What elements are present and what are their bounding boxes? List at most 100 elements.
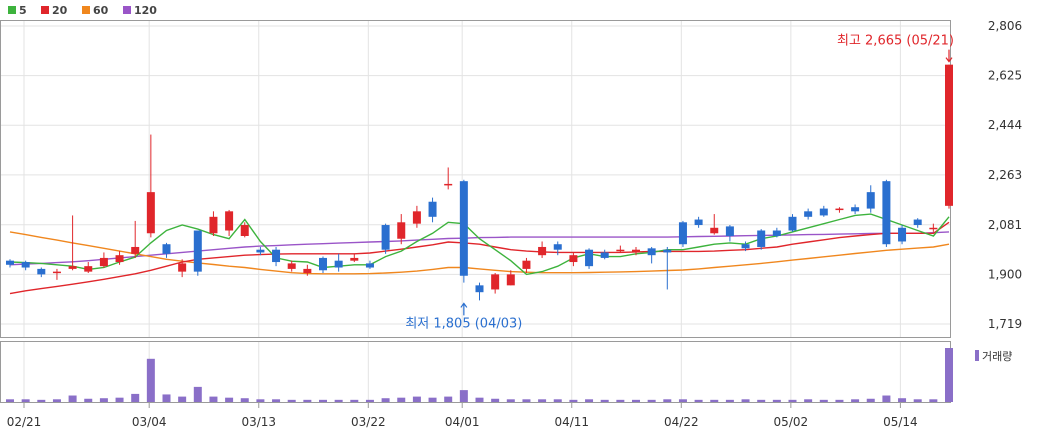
volume-bar xyxy=(506,399,515,402)
candle-body xyxy=(788,216,797,231)
candle-body xyxy=(21,262,30,268)
volume-bar xyxy=(804,399,813,402)
x-tick-label: 04/22 xyxy=(664,415,699,429)
candle-body xyxy=(162,244,171,254)
volume-bar xyxy=(350,399,359,402)
volume-bar xyxy=(663,399,672,402)
candle-body xyxy=(725,226,734,236)
candle-body xyxy=(303,268,312,274)
candle xyxy=(397,214,406,245)
candle-body xyxy=(381,225,390,250)
candle-body xyxy=(334,260,343,268)
candle-body xyxy=(522,260,531,269)
legend-label: 5 xyxy=(19,4,27,17)
candle xyxy=(365,260,374,269)
candle xyxy=(694,216,703,228)
volume-bar xyxy=(647,399,656,402)
candle xyxy=(569,252,578,267)
candle-body xyxy=(319,257,327,271)
volume-bar xyxy=(772,399,781,402)
legend-label: 20 xyxy=(52,4,68,17)
volume-bar xyxy=(945,348,953,402)
volume-bar xyxy=(428,397,437,402)
candle xyxy=(131,220,140,258)
y-tick-label: 2,806 xyxy=(988,19,1022,33)
candle xyxy=(866,185,875,213)
legend-swatch xyxy=(82,6,90,14)
volume-bar xyxy=(694,399,703,402)
volume-bar xyxy=(21,399,30,402)
candle xyxy=(459,179,468,283)
candle-body xyxy=(616,249,625,252)
volume-bar xyxy=(115,397,124,402)
candle xyxy=(225,209,234,236)
candle-body xyxy=(757,230,766,247)
candle xyxy=(162,242,171,258)
volume-bar xyxy=(929,399,938,402)
ma20-line xyxy=(9,221,950,295)
candle-body xyxy=(569,255,578,263)
candle xyxy=(6,259,14,268)
candle-body xyxy=(287,263,296,269)
candle-body xyxy=(209,216,218,234)
legend-swatch xyxy=(41,6,49,14)
volume-bar xyxy=(303,399,312,402)
volume-bar xyxy=(365,399,374,402)
volume-bar xyxy=(256,399,265,402)
volume-bar xyxy=(6,399,14,402)
candle xyxy=(538,241,547,258)
volume-bar xyxy=(757,399,766,402)
volume-bar xyxy=(741,399,750,402)
candle xyxy=(647,246,656,264)
volume-bar xyxy=(37,399,46,402)
candle xyxy=(804,208,813,220)
volume-bar xyxy=(68,395,77,402)
legend: 5 20 60 120 xyxy=(8,4,157,17)
legend-label: 60 xyxy=(93,4,109,17)
volume-bar xyxy=(84,398,93,402)
volume-bar xyxy=(553,399,562,402)
candle-body xyxy=(365,263,374,268)
candle-body xyxy=(929,227,938,230)
x-tick-label: 03/04 xyxy=(132,415,167,429)
high-annotation: 최고 2,665 (05/21) xyxy=(837,34,954,63)
volume-bar xyxy=(162,394,171,402)
candle xyxy=(585,248,594,269)
candle-body xyxy=(397,222,406,239)
candle xyxy=(193,230,202,276)
volume-bar xyxy=(600,399,609,402)
candle xyxy=(522,257,531,274)
candle-body xyxy=(506,274,515,286)
candle-body xyxy=(694,219,703,226)
candle xyxy=(632,246,640,256)
candle xyxy=(788,214,797,232)
x-axis: 02/21 03/04 03/13 03/22 04/01 04/11 04/22 05/02… xyxy=(7,403,918,429)
legend-label: 120 xyxy=(134,4,157,17)
candle xyxy=(945,64,953,209)
candle xyxy=(475,282,484,301)
candle-body xyxy=(663,249,672,253)
candle xyxy=(256,246,265,256)
volume-bar xyxy=(99,398,108,402)
candle-body xyxy=(585,249,594,267)
candle-body xyxy=(459,181,468,276)
candle xyxy=(115,251,124,265)
candle-body xyxy=(52,271,61,274)
candle-body xyxy=(835,208,844,211)
candle-body xyxy=(350,257,359,261)
candle xyxy=(68,215,77,271)
ma60-line xyxy=(9,231,950,275)
volume-bar xyxy=(538,399,547,402)
volume-bar xyxy=(491,398,500,402)
candle-body xyxy=(146,192,155,234)
candle-body xyxy=(678,222,687,245)
volume-bar xyxy=(475,397,484,402)
candle-body xyxy=(99,257,108,267)
volume-bar xyxy=(319,399,327,402)
y-tick-label: 2,444 xyxy=(988,118,1022,132)
candle xyxy=(757,229,766,250)
volume-bar xyxy=(522,399,531,402)
candle xyxy=(678,220,687,247)
low-arrow-icon xyxy=(460,302,468,316)
